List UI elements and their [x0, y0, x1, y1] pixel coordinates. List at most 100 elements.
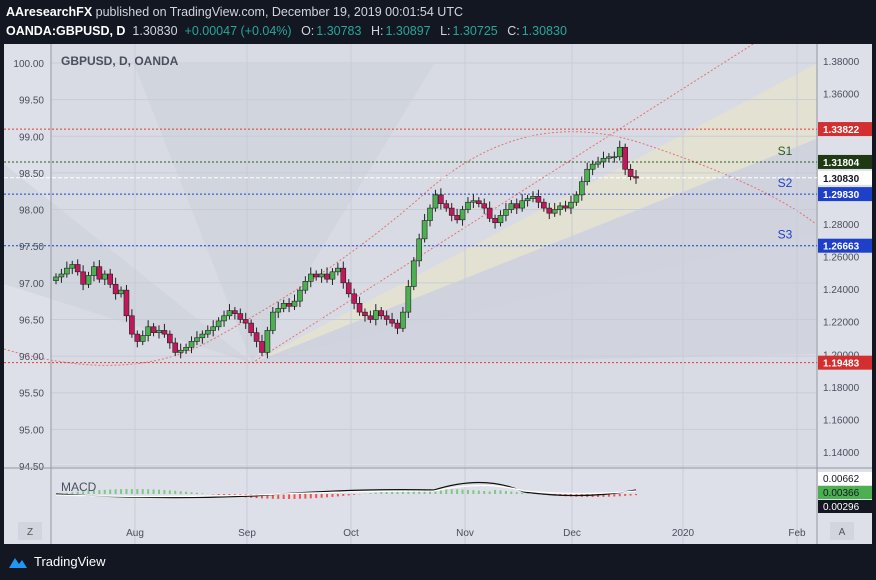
zoom-button-label: Z: [27, 527, 33, 538]
candle-body: [421, 220, 428, 240]
candle-body: [578, 181, 585, 196]
candle-body: [427, 207, 433, 221]
author-name[interactable]: AAresearchFX: [6, 5, 93, 19]
candle-body: [134, 333, 141, 342]
right-price-axis[interactable]: 1.380001.360001.340001.320001.300001.280…: [818, 57, 872, 459]
candle-body: [627, 168, 634, 177]
candle-body: [96, 266, 103, 280]
macd-label: MACD: [61, 480, 97, 494]
candle-body: [416, 238, 422, 262]
candle-body: [524, 198, 531, 202]
right-tick-label: 1.36000: [823, 90, 860, 101]
candle-body: [405, 286, 412, 313]
auto-scale-button[interactable]: [830, 522, 854, 540]
candle-body: [107, 273, 114, 285]
candle-body: [210, 326, 216, 331]
price-chart[interactable]: S1 S2 S3 GBPUSD, D, OANDA 100.00 99.50 99.00…: [3, 3, 872, 544]
candle-body: [150, 326, 157, 333]
time-axis[interactable]: Aug Sep Oct Nov Dec 2020 Feb: [126, 528, 806, 539]
candle-body: [589, 163, 596, 170]
macd-tick-box: [818, 500, 872, 513]
candle-body: [297, 289, 303, 302]
candle-body: [448, 207, 455, 216]
candle-body: [118, 289, 124, 295]
candle-body: [378, 310, 385, 317]
left-tick-label: 96.50: [19, 315, 44, 326]
price-label-text: 1.26663: [823, 242, 860, 253]
candle-body: [400, 311, 406, 329]
left-tick-label: 97.50: [19, 242, 44, 253]
macd-tick-label: 0.00662: [823, 474, 860, 485]
macd-tick-label: 0.00296: [823, 502, 860, 513]
zoom-button[interactable]: [18, 522, 42, 540]
candle-body: [156, 330, 162, 333]
fan-band-left: [4, 164, 252, 363]
ohlc-line: OANDA:GBPUSD, D 1.30830 +0.00047 (+0.04%…: [6, 24, 567, 38]
brand-name: TradingView: [34, 554, 106, 569]
candle-body: [568, 201, 574, 209]
chart-title: GBPUSD, D, OANDA: [61, 54, 179, 68]
publish-line: AAresearchFX published on TradingView.co…: [6, 5, 463, 19]
price-label-box: [818, 154, 872, 169]
candle-body: [476, 200, 482, 204]
candle-body: [172, 342, 179, 353]
candle-body: [373, 310, 379, 320]
price-change: +0.00047 (+0.04%): [184, 24, 292, 38]
candle-body: [194, 337, 200, 342]
left-tick-label: 95.50: [19, 389, 44, 400]
price-label-box: [818, 355, 872, 370]
level-name: S2: [778, 176, 793, 190]
grid-lines: [50, 44, 818, 544]
candle-body: [270, 311, 276, 331]
candle-body: [438, 194, 444, 204]
candle-body: [443, 203, 450, 209]
price-label-text: 1.30830: [823, 174, 860, 185]
publish-info: published on TradingView.com, December 1…: [95, 5, 463, 19]
candle-body: [80, 271, 86, 285]
candle-body: [64, 267, 70, 275]
level-lines: S1 S2 S3: [4, 128, 817, 364]
candle-body: [53, 276, 59, 281]
candle-body: [551, 209, 558, 214]
left-tick-label: 96.00: [19, 352, 44, 363]
left-tick-label: 97.00: [19, 279, 44, 290]
candle-body: [313, 273, 319, 278]
candle-body: [286, 303, 292, 307]
candle-body: [253, 332, 260, 342]
price-label-box: [818, 122, 872, 137]
candle-body: [123, 289, 130, 317]
chart-panel[interactable]: S1 S2 S3 GBPUSD, D, OANDA 100.00 99.50 99.00…: [3, 3, 872, 544]
candle-body: [530, 196, 536, 199]
left-tick-label: 99.50: [19, 96, 44, 107]
candle-body: [139, 335, 146, 342]
price-label-box: [818, 238, 872, 253]
price-label-text: 1.31804: [823, 158, 860, 169]
tradingview-logo[interactable]: TradingView: [8, 554, 106, 569]
symbol-name[interactable]: OANDA:GBPUSD, D: [6, 24, 126, 38]
candle-body: [177, 349, 184, 353]
candle-body: [432, 194, 439, 209]
candle-body: [161, 330, 168, 335]
left-price-axis[interactable]: 100.00 99.50 99.00 98.50 98.00 97.50 97.00 96.5…: [13, 59, 44, 473]
left-tick-label: 95.00: [19, 425, 44, 436]
candle-body: [112, 283, 119, 295]
level-name: S1: [778, 144, 793, 158]
price-label-box: [818, 187, 872, 202]
low-label: L:: [440, 24, 451, 38]
candle-body: [74, 264, 81, 273]
candles[interactable]: [53, 140, 639, 359]
candle-body: [221, 315, 227, 322]
candle-body: [562, 205, 569, 209]
candle-body: [242, 319, 249, 324]
price-label-box: [818, 170, 872, 185]
price-label-text: 1.33822: [823, 125, 860, 136]
candle-body: [503, 209, 509, 216]
candle-body: [616, 146, 623, 158]
tradingview-icon: [9, 557, 27, 568]
candle-body: [248, 322, 254, 333]
right-tick-label: 1.14000: [823, 448, 860, 459]
chart-header: AAresearchFX published on TradingView.co…: [0, 0, 876, 44]
candle-body: [318, 273, 325, 278]
open-label: O:: [301, 24, 315, 38]
open-value: 1.30783: [316, 24, 362, 38]
